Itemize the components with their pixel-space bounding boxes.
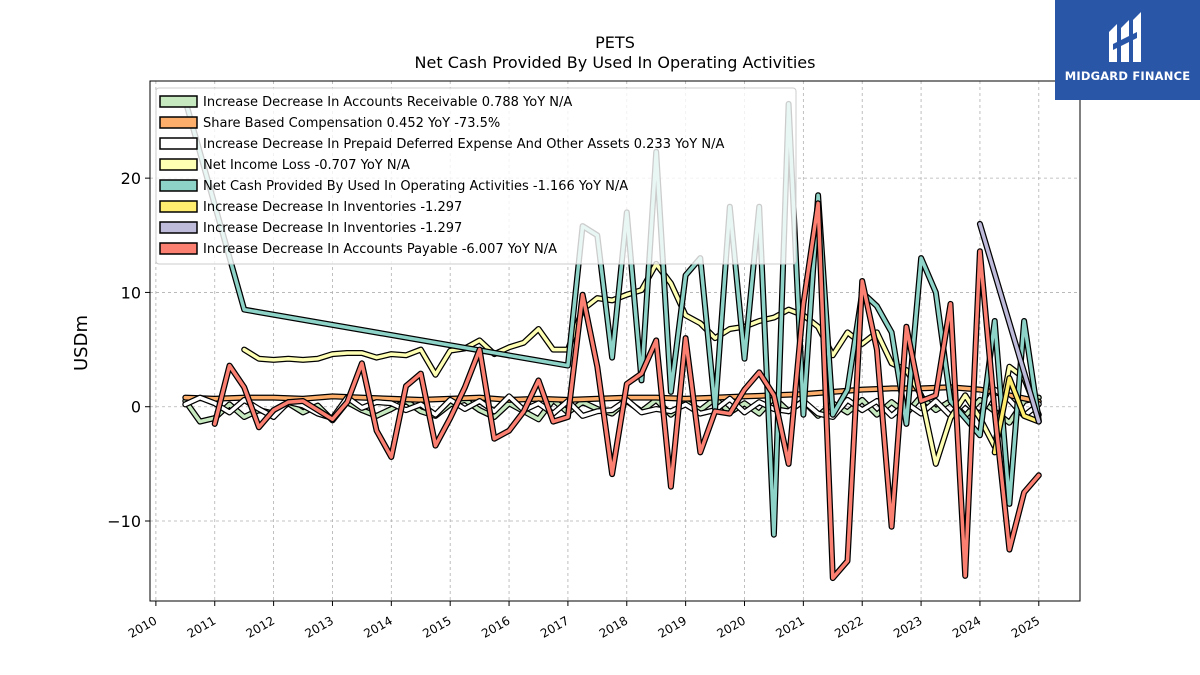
x-tick-label: 2018 bbox=[597, 613, 630, 640]
legend-entry: Increase Decrease In Accounts Receivable… bbox=[203, 95, 572, 110]
legend-entry: Net Income Loss -0.707 YoY N/A bbox=[203, 158, 410, 173]
y-tick-label: −10 bbox=[107, 512, 141, 531]
legend-swatch bbox=[159, 137, 198, 150]
x-tick-label: 2019 bbox=[656, 613, 689, 640]
legend-swatch bbox=[159, 221, 198, 234]
series-line bbox=[991, 375, 1042, 456]
legend-swatch bbox=[159, 179, 198, 192]
brand-name: MIDGARD FINANCE bbox=[1064, 69, 1191, 83]
chart-subtitle: Net Cash Provided By Used In Operating A… bbox=[415, 53, 816, 72]
series-stroke bbox=[992, 376, 1041, 455]
x-tick-label: 2016 bbox=[479, 613, 512, 640]
legend-entry: Increase Decrease In Accounts Payable -6… bbox=[203, 242, 557, 257]
legend-swatch bbox=[159, 200, 198, 213]
legend: Increase Decrease In Accounts Receivable… bbox=[155, 87, 797, 265]
plot-frame bbox=[149, 80, 1081, 602]
x-tick-label: 2011 bbox=[185, 613, 218, 640]
x-tick-label: 2017 bbox=[538, 613, 571, 640]
series-stroke bbox=[212, 201, 1041, 580]
x-tick-label: 2013 bbox=[303, 613, 336, 640]
y-axis-label: USDm bbox=[71, 315, 92, 371]
y-tick-label: 10 bbox=[121, 283, 141, 302]
legend-box bbox=[155, 87, 797, 265]
y-tick-label: 0 bbox=[131, 398, 141, 417]
legend-swatch bbox=[159, 95, 198, 108]
x-tick-label: 2012 bbox=[244, 613, 277, 640]
x-tick-label: 2025 bbox=[1009, 613, 1042, 640]
legend-swatch bbox=[159, 158, 198, 171]
y-tick-label: 20 bbox=[121, 169, 141, 188]
x-tick-label: 2023 bbox=[891, 613, 924, 640]
legend-entry: Increase Decrease In Prepaid Deferred Ex… bbox=[203, 137, 724, 152]
brand-logo: MIDGARD FINANCE bbox=[1055, 0, 1200, 100]
series-line bbox=[976, 220, 1042, 425]
x-tick-label: 2015 bbox=[420, 613, 453, 640]
legend-entry: Increase Decrease In Inventories -1.297 bbox=[203, 221, 462, 236]
legend-swatch bbox=[159, 242, 198, 255]
legend-entry: Share Based Compensation 0.452 YoY -73.5… bbox=[203, 116, 500, 131]
x-tick-label: 2021 bbox=[773, 613, 806, 640]
legend-swatch bbox=[159, 116, 198, 129]
x-tick-label: 2010 bbox=[126, 613, 159, 640]
series-stroke bbox=[242, 262, 1041, 466]
series-stroke bbox=[978, 222, 1041, 424]
series-stroke bbox=[183, 385, 1041, 404]
series-line bbox=[241, 260, 1042, 467]
midgard-m-icon bbox=[1109, 12, 1141, 62]
chart-title: PETS bbox=[595, 33, 635, 52]
series-line bbox=[211, 200, 1042, 582]
x-tick-label: 2020 bbox=[715, 613, 748, 640]
x-tick-label: 2024 bbox=[950, 613, 983, 640]
legend-entry: Increase Decrease In Inventories -1.297 bbox=[203, 200, 462, 215]
legend-entry: Net Cash Provided By Used In Operating A… bbox=[203, 179, 628, 194]
x-tick-label: 2022 bbox=[832, 613, 865, 640]
x-tick-label: 2014 bbox=[361, 613, 394, 640]
series-line bbox=[182, 384, 1042, 405]
